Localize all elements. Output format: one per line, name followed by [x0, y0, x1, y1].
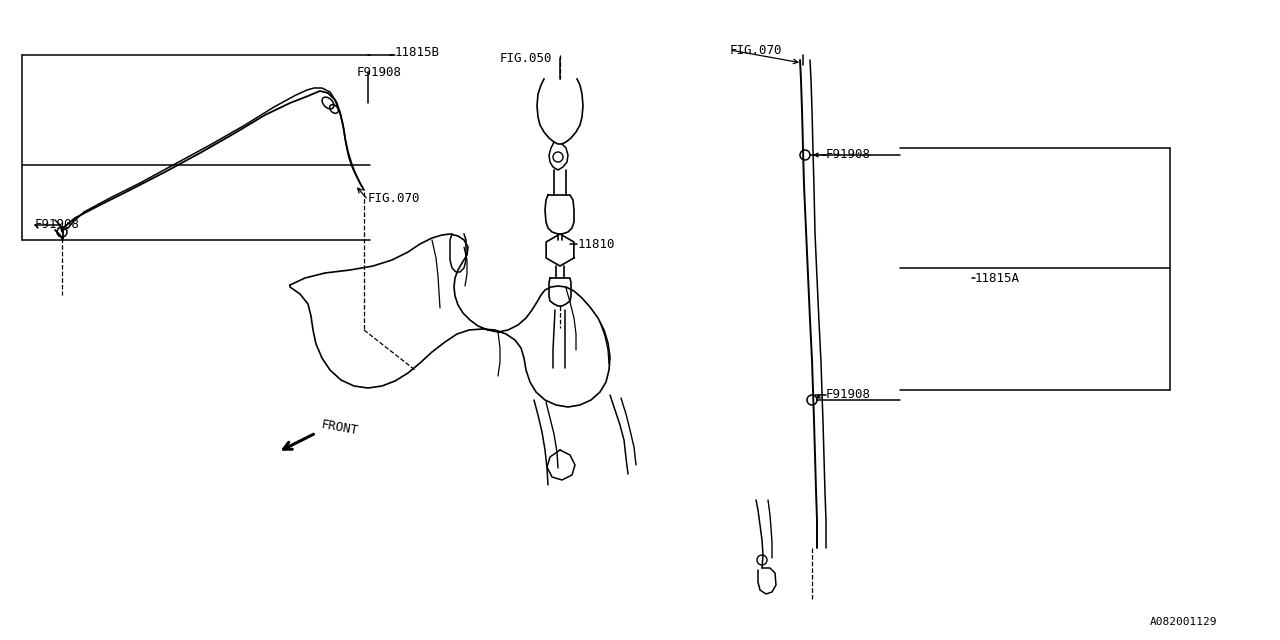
Text: F91908: F91908: [826, 148, 870, 161]
Text: FIG.070: FIG.070: [730, 44, 782, 56]
Text: FIG.050: FIG.050: [500, 51, 553, 65]
Text: 11815B: 11815B: [396, 45, 440, 58]
Text: FRONT: FRONT: [320, 419, 360, 438]
Text: FIG.070: FIG.070: [369, 191, 421, 205]
Text: 11810: 11810: [579, 237, 616, 250]
Text: F91908: F91908: [357, 67, 402, 79]
Text: F91908: F91908: [35, 218, 79, 232]
Text: F91908: F91908: [826, 388, 870, 401]
Text: 11815A: 11815A: [975, 271, 1020, 285]
Text: A082001129: A082001129: [1149, 617, 1217, 627]
